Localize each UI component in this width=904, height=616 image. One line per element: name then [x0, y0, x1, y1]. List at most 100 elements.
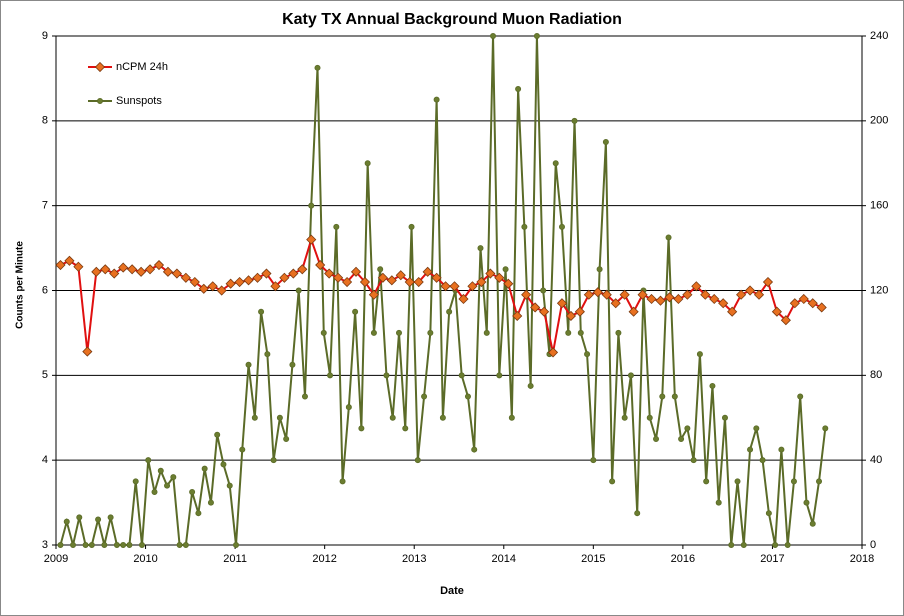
data-point: [446, 308, 453, 315]
data-point: [413, 276, 424, 288]
data-point: [358, 425, 365, 432]
data-point: [690, 457, 697, 464]
data-point: [558, 223, 565, 230]
data-point: [431, 272, 442, 283]
data-point: [118, 262, 129, 273]
data-point: [164, 482, 171, 489]
data-point: [565, 329, 572, 336]
legend-marker: [94, 61, 106, 73]
data-point: [646, 293, 657, 305]
data-point: [261, 268, 272, 279]
data-point: [556, 298, 568, 309]
y2-tick-label: 120: [870, 284, 888, 296]
data-point: [433, 96, 440, 103]
x-tick-label: 2016: [671, 553, 695, 565]
data-point: [565, 310, 577, 322]
data-point: [297, 264, 308, 275]
data-point: [602, 139, 609, 146]
data-point: [324, 268, 335, 279]
data-point: [494, 272, 505, 283]
data-point: [270, 457, 277, 464]
data-point: [377, 272, 388, 283]
data-point: [198, 283, 209, 294]
data-point: [327, 372, 334, 379]
data-point: [189, 488, 196, 495]
x-tick-label: 2009: [44, 553, 68, 565]
data-point: [703, 478, 710, 485]
data-point: [162, 266, 174, 277]
data-point: [91, 266, 102, 277]
data-point: [57, 542, 64, 549]
legend-label: nCPM 24h: [116, 61, 168, 73]
x-tick-label: 2017: [760, 553, 784, 565]
data-point: [696, 351, 703, 358]
data-point: [157, 467, 164, 474]
data-point: [63, 518, 70, 525]
data-point: [345, 404, 352, 411]
y-tick-label: 8: [42, 115, 48, 127]
data-point: [816, 478, 823, 485]
data-point: [136, 266, 147, 277]
data-point: [809, 520, 816, 527]
data-point: [295, 287, 302, 294]
data-point: [655, 295, 666, 306]
data-point: [107, 514, 114, 521]
data-point: [408, 223, 415, 230]
data-point: [803, 499, 810, 506]
data-point: [759, 457, 766, 464]
data-point: [700, 289, 711, 300]
data-point: [216, 285, 227, 296]
data-point: [283, 435, 290, 442]
data-point: [601, 289, 612, 300]
data-point: [521, 289, 532, 300]
data-point: [547, 347, 559, 358]
data-point: [201, 465, 208, 472]
data-point: [659, 393, 666, 400]
data-point: [226, 482, 233, 489]
data-point: [171, 268, 182, 279]
data-point: [789, 298, 800, 309]
y2-tick-label: 240: [870, 30, 888, 42]
data-point: [467, 281, 478, 292]
data-point: [320, 329, 327, 336]
data-point: [596, 266, 603, 273]
data-point: [584, 351, 591, 358]
data-point: [512, 310, 523, 322]
data-point: [88, 542, 95, 549]
data-point: [627, 372, 634, 379]
data-point: [485, 268, 496, 279]
data-point: [402, 425, 409, 432]
x-tick-label: 2010: [133, 553, 157, 565]
data-point: [100, 264, 111, 275]
data-point: [592, 287, 603, 298]
data-point: [109, 268, 120, 279]
data-point: [709, 382, 716, 389]
data-point: [784, 542, 791, 549]
data-point: [301, 393, 308, 400]
data-point: [270, 281, 281, 292]
data-point: [665, 234, 672, 241]
data-point: [502, 266, 509, 273]
data-point: [395, 270, 406, 281]
y-tick-label: 4: [42, 454, 48, 466]
data-point: [144, 264, 156, 275]
data-point: [151, 488, 158, 495]
data-point: [477, 245, 484, 252]
data-point: [127, 264, 138, 275]
data-point: [364, 160, 371, 167]
data-point: [715, 499, 722, 506]
data-point: [350, 266, 362, 277]
data-point: [138, 542, 145, 549]
data-point: [753, 425, 760, 432]
data-point: [370, 329, 377, 336]
data-point: [352, 308, 359, 315]
data-point: [718, 298, 729, 309]
data-point: [747, 446, 754, 453]
data-point: [577, 329, 584, 336]
data-point: [120, 542, 127, 549]
data-point: [521, 223, 528, 230]
data-point: [736, 289, 747, 300]
data-point: [76, 514, 83, 521]
data-point: [539, 306, 550, 317]
data-point: [289, 361, 296, 368]
